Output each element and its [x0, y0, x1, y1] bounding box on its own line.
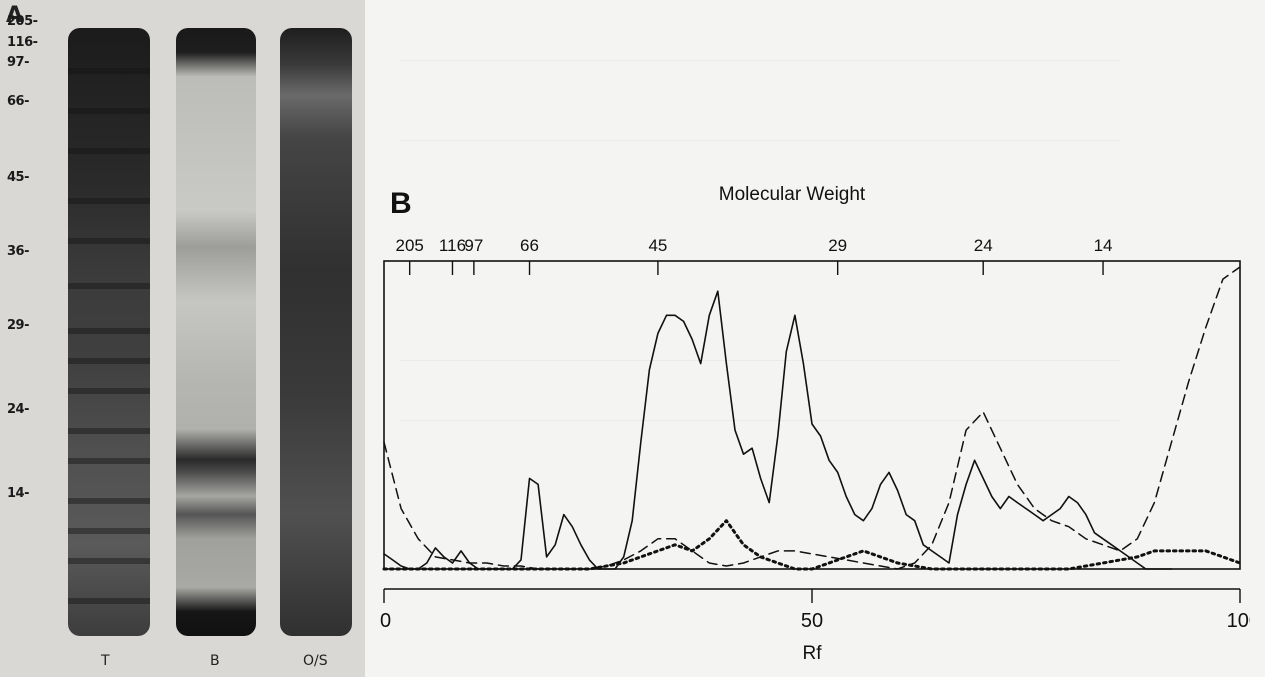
top-tick-label: 24 [974, 236, 993, 255]
lane-label-os: O/S [303, 653, 328, 669]
lane-label-b: B [210, 653, 220, 669]
bottom-tick-label: 0 [380, 610, 391, 632]
gel-band [68, 328, 150, 334]
mw-marker-label: 205- [7, 14, 38, 29]
mw-marker-label: 29- [7, 318, 30, 333]
lane-total [68, 28, 150, 636]
series-line-solid [383, 290, 1173, 570]
top-tick-label: 14 [1094, 236, 1113, 255]
mw-marker-label: 97- [7, 55, 30, 70]
gel-band [68, 148, 150, 154]
bottom-tick-label: 50 [801, 610, 823, 632]
gel-band [68, 283, 150, 289]
top-tick-label: 97 [464, 236, 483, 255]
gel-band [68, 428, 150, 434]
lane-bound [176, 28, 256, 636]
gel-band [68, 358, 150, 364]
gel-band [68, 598, 150, 604]
series-layer [382, 266, 1242, 571]
lane-label-t: T [101, 653, 110, 669]
gel-band [68, 238, 150, 244]
top-tick-label: 66 [520, 236, 539, 255]
top-tick-label: 116 [439, 236, 466, 255]
gel-band [68, 458, 150, 464]
bottom-axis-ticks: 0 50 100 [380, 589, 1250, 632]
panel-letter-b: B [390, 187, 412, 220]
plot-frame [383, 260, 1241, 570]
gel-band [68, 528, 150, 534]
lane-os [280, 28, 352, 636]
top-tick-label: 45 [648, 236, 667, 255]
mw-marker-label: 36- [7, 244, 30, 259]
gel-band [68, 498, 150, 504]
background-page [360, 0, 1265, 677]
gel-band [68, 108, 150, 114]
mw-marker-label: 116- [7, 35, 38, 50]
mw-marker-label: 24- [7, 402, 30, 417]
panel-letter-a: A [6, 3, 24, 28]
bottom-tick-label: 100 [1227, 610, 1250, 632]
series-line-dotted [382, 519, 1242, 571]
gel-band [68, 388, 150, 394]
gel-image-panel: A 205- 116- 97- 66- 45- 36- 29- 24- 14- T B O/S [0, 0, 365, 677]
mw-marker-label: 14- [7, 486, 30, 501]
top-axis-title: Molecular Weight [719, 184, 866, 205]
series-line-dashed [383, 266, 1241, 570]
top-tick-label: 205 [395, 236, 423, 255]
top-tick-label: 29 [828, 236, 847, 255]
gel-band [68, 68, 150, 74]
bottom-axis-title: Rf [803, 643, 823, 664]
gel-band [68, 558, 150, 564]
mw-marker-label: 45- [7, 170, 30, 185]
mw-marker-label: 66- [7, 94, 30, 109]
gel-band [68, 198, 150, 204]
